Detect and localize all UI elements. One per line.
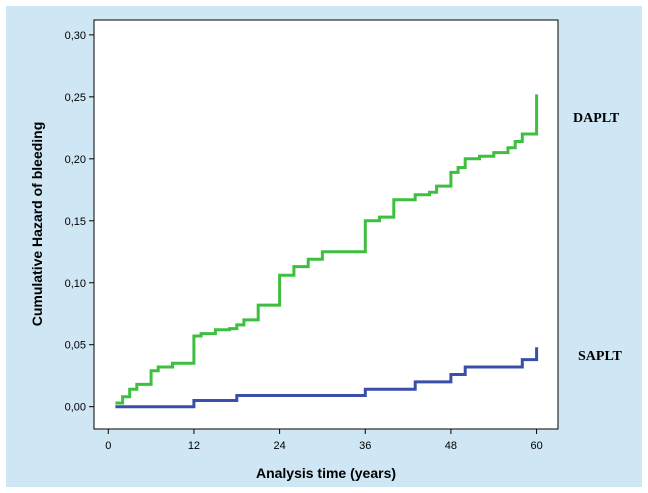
chart-frame: 0,00 0,05 0,10 0,15 0,20 0,25 0,30 0 12 24 36 48 60… <box>6 6 642 487</box>
x-axis: 0 12 24 36 48 60 <box>105 429 543 452</box>
x-tick-label: 12 <box>188 440 200 452</box>
y-axis: 0,00 0,05 0,10 0,15 0,20 0,25 0,30 <box>65 30 94 414</box>
daplt-end-label: DAPLT <box>573 111 620 126</box>
y-tick-label: 0,10 <box>65 278 86 290</box>
y-tick-label: 0,15 <box>65 216 86 228</box>
y-tick-label: 0,30 <box>65 30 86 42</box>
x-tick-label: 24 <box>273 440 285 452</box>
x-tick-label: 60 <box>530 440 542 452</box>
x-tick-label: 36 <box>359 440 371 452</box>
plot-area <box>93 19 559 430</box>
y-axis-title: Cumulative Hazard of bleeding <box>29 122 45 327</box>
y-tick-label: 0,20 <box>65 154 86 166</box>
chart-canvas: 0,00 0,05 0,10 0,15 0,20 0,25 0,30 0 12 24 36 48 60… <box>29 19 623 481</box>
series-line-saplt <box>115 347 539 409</box>
saplt-end-label: SAPLT <box>578 349 623 364</box>
x-axis-title: Analysis time (years) <box>256 465 396 481</box>
x-tick-label: 0 <box>105 440 111 452</box>
series-line-daplt <box>115 94 539 405</box>
y-tick-label: 0,05 <box>65 340 86 352</box>
y-tick-label: 0,25 <box>65 92 86 104</box>
y-tick-label: 0,00 <box>65 402 86 414</box>
x-tick-label: 48 <box>445 440 457 452</box>
series-layer <box>115 94 539 409</box>
